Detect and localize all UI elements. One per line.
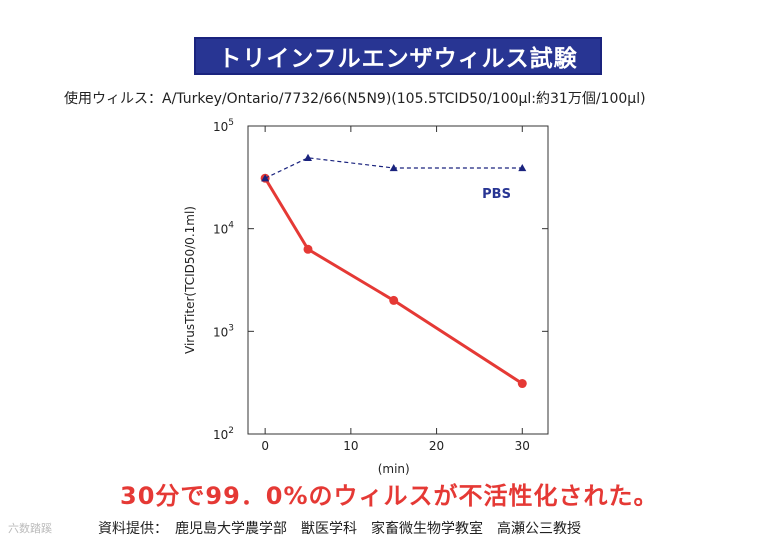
watermark: 六数踏蹊 (8, 522, 52, 535)
x-tick-label: 20 (429, 439, 444, 453)
y-axis-label: VirusTiter(TCID50/0.1ml) (183, 206, 197, 354)
pbs-data-point (261, 174, 270, 182)
conclusion-text: 30分で99．0%のウィルスが不活性化された。 (120, 482, 659, 510)
x-tick-label: 0 (261, 439, 269, 453)
page-title: トリインフルエンザウィルス試験 (218, 46, 578, 72)
y-tick-label: 104 (213, 221, 234, 237)
x-tick-label: 10 (343, 439, 358, 453)
y-tick-label: 102 (213, 426, 234, 442)
treatment-data-point (517, 379, 527, 389)
treatment-data-point (389, 295, 399, 305)
pbs-data-point (518, 163, 527, 172)
pbs-series-line (264, 157, 523, 179)
virus-subtitle: 使用ウィルス：A/Turkey/Ontario/7732/66(N5N9)(10… (64, 91, 646, 107)
plot-frame (247, 125, 549, 435)
y-tick-label: 105 (213, 118, 234, 134)
x-axis-label: (min) (378, 462, 410, 476)
title-banner: トリインフルエンザウィルス試験 (194, 37, 602, 75)
treatment-series-line (263, 177, 524, 385)
credit-text: 資料提供： 鹿児島大学農学部 獣医学科 家畜微生物学教室 高瀬公三教授 (98, 521, 581, 537)
pbs-data-point (304, 153, 312, 162)
treatment-data-point (303, 244, 313, 254)
pbs-data-point (389, 163, 398, 172)
x-tick-label: 30 (515, 439, 530, 453)
y-tick-label: 103 (213, 323, 234, 339)
pbs-annotation: PBS (482, 187, 511, 202)
